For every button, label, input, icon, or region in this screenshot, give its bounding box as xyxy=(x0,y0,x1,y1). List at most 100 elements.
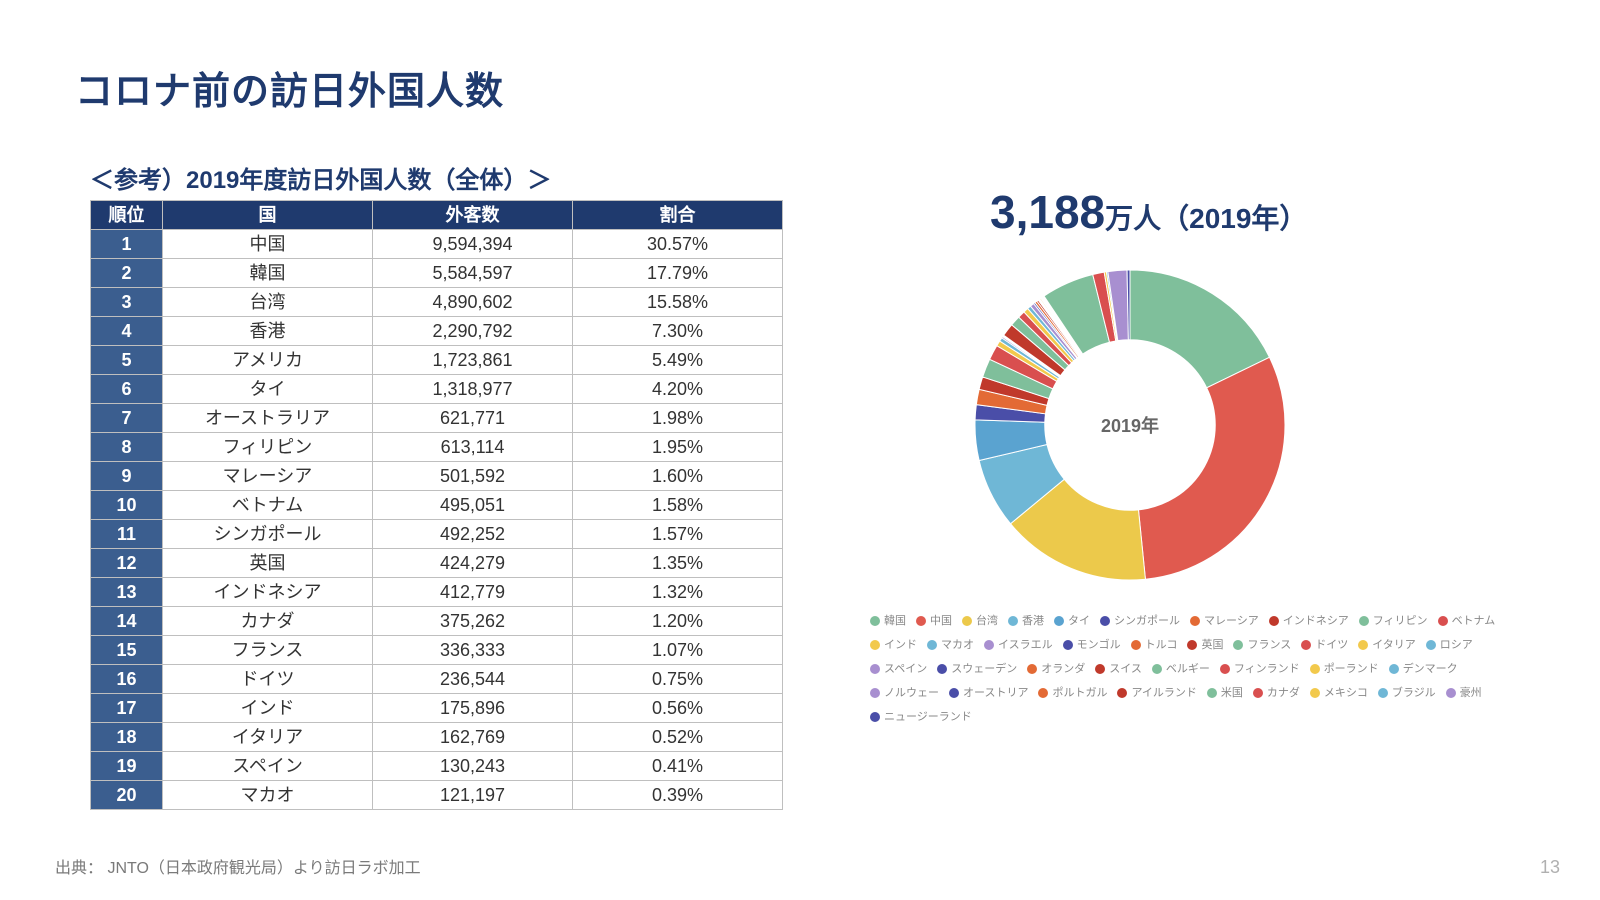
legend-label: 台湾 xyxy=(976,610,998,632)
legend-item: スウェーデン xyxy=(937,658,1017,680)
legend-dot-icon xyxy=(870,688,880,698)
legend-item: スペイン xyxy=(870,658,927,680)
table-cell: 1.60% xyxy=(573,462,783,491)
table-cell: マカオ xyxy=(163,781,373,810)
legend-label: イタリア xyxy=(1372,634,1416,656)
table-row: 18イタリア162,7690.52% xyxy=(91,723,783,752)
table-cell: 0.41% xyxy=(573,752,783,781)
table-cell: 18 xyxy=(91,723,163,752)
table-cell: 15.58% xyxy=(573,288,783,317)
legend-dot-icon xyxy=(1220,664,1230,674)
legend-label: トルコ xyxy=(1145,634,1178,656)
legend-dot-icon xyxy=(1269,616,1279,626)
legend-item: 米国 xyxy=(1207,682,1243,704)
legend-dot-icon xyxy=(937,664,947,674)
legend-label: ニュージーランド xyxy=(884,706,972,728)
table-cell: 4,890,602 xyxy=(373,288,573,317)
legend-label: フランス xyxy=(1247,634,1291,656)
table-cell: 236,544 xyxy=(373,665,573,694)
legend-label: メキシコ xyxy=(1324,682,1368,704)
legend-dot-icon xyxy=(1187,640,1197,650)
legend-item: ポーランド xyxy=(1310,658,1379,680)
table-header-cell: 割合 xyxy=(573,201,783,230)
table-header-cell: 国 xyxy=(163,201,373,230)
table-cell: インドネシア xyxy=(163,578,373,607)
table-cell: 13 xyxy=(91,578,163,607)
table-cell: ドイツ xyxy=(163,665,373,694)
table-row: 1中国9,594,39430.57% xyxy=(91,230,783,259)
legend-dot-icon xyxy=(1008,616,1018,626)
table-row: 9マレーシア501,5921.60% xyxy=(91,462,783,491)
legend-dot-icon xyxy=(1095,664,1105,674)
legend-label: スイス xyxy=(1109,658,1142,680)
legend-dot-icon xyxy=(1310,664,1320,674)
table-row: 4香港2,290,7927.30% xyxy=(91,317,783,346)
legend-dot-icon xyxy=(1446,688,1456,698)
table-cell: フィリピン xyxy=(163,433,373,462)
legend-label: 豪州 xyxy=(1460,682,1482,704)
table-row: 11シンガポール492,2521.57% xyxy=(91,520,783,549)
legend-label: マカオ xyxy=(941,634,974,656)
table-cell: 1.20% xyxy=(573,607,783,636)
table-header-cell: 順位 xyxy=(91,201,163,230)
legend-item: ニュージーランド xyxy=(870,706,972,728)
table-cell: 10 xyxy=(91,491,163,520)
legend-dot-icon xyxy=(1117,688,1127,698)
table-row: 3台湾4,890,60215.58% xyxy=(91,288,783,317)
table-cell: 台湾 xyxy=(163,288,373,317)
total-visitors-number: 3,188 xyxy=(990,186,1105,238)
donut-slice xyxy=(1138,357,1285,579)
table-cell: 英国 xyxy=(163,549,373,578)
legend-dot-icon xyxy=(984,640,994,650)
legend-item: マレーシア xyxy=(1190,610,1259,632)
legend-label: ポルトガル xyxy=(1052,682,1107,704)
table-cell: 5.49% xyxy=(573,346,783,375)
legend-item: カナダ xyxy=(1253,682,1300,704)
legend-label: モンゴル xyxy=(1077,634,1121,656)
legend-item: アイルランド xyxy=(1117,682,1196,704)
table-cell: 1,723,861 xyxy=(373,346,573,375)
legend-item: トルコ xyxy=(1131,634,1178,656)
table-cell: 0.56% xyxy=(573,694,783,723)
table-cell: 0.52% xyxy=(573,723,783,752)
legend-dot-icon xyxy=(1310,688,1320,698)
subtitle: ＜参考）2019年度訪日外国人数（全体）＞ xyxy=(90,160,551,195)
table-cell: 5,584,597 xyxy=(373,259,573,288)
table-cell: 1.58% xyxy=(573,491,783,520)
table-cell: 4.20% xyxy=(573,375,783,404)
legend-item: ポルトガル xyxy=(1038,682,1107,704)
legend-dot-icon xyxy=(1100,616,1110,626)
table-cell: 中国 xyxy=(163,230,373,259)
table-cell: 492,252 xyxy=(373,520,573,549)
legend-dot-icon xyxy=(870,616,880,626)
legend-dot-icon xyxy=(1131,640,1141,650)
table-cell: 130,243 xyxy=(373,752,573,781)
total-visitors-label: 3,188万人（2019年） xyxy=(990,185,1307,239)
legend-item: 中国 xyxy=(916,610,952,632)
legend-dot-icon xyxy=(1426,640,1436,650)
legend-item: スイス xyxy=(1095,658,1142,680)
legend-label: ロシア xyxy=(1440,634,1473,656)
table-cell: 1.07% xyxy=(573,636,783,665)
legend-label: オランダ xyxy=(1041,658,1085,680)
legend-item: ブラジル xyxy=(1378,682,1436,704)
legend-item: オーストリア xyxy=(949,682,1028,704)
legend-label: スペイン xyxy=(884,658,927,680)
legend-label: インド xyxy=(884,634,917,656)
table-cell: 韓国 xyxy=(163,259,373,288)
donut-chart: 2019年 xyxy=(900,250,1360,600)
table-cell: 501,592 xyxy=(373,462,573,491)
table-cell: 336,333 xyxy=(373,636,573,665)
legend-item: ベルギー xyxy=(1152,658,1210,680)
table-cell: 621,771 xyxy=(373,404,573,433)
table-row: 5アメリカ1,723,8615.49% xyxy=(91,346,783,375)
table-cell: 4 xyxy=(91,317,163,346)
legend-dot-icon xyxy=(1027,664,1037,674)
table-row: 19スペイン130,2430.41% xyxy=(91,752,783,781)
legend-item: 台湾 xyxy=(962,610,998,632)
total-visitors-unit: 万人（2019年） xyxy=(1105,203,1307,234)
table-cell: 175,896 xyxy=(373,694,573,723)
legend-item: 香港 xyxy=(1008,610,1044,632)
legend-label: フィンランド xyxy=(1234,658,1300,680)
legend-label: ブラジル xyxy=(1392,682,1436,704)
